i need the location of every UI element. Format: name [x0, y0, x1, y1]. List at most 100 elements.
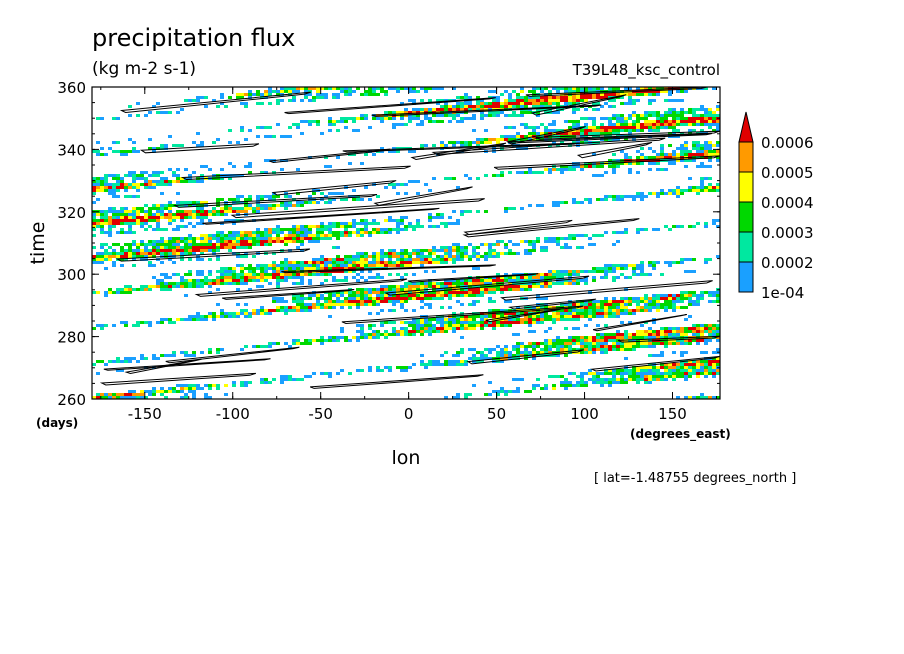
field-cell — [508, 390, 512, 393]
field-cell — [168, 216, 172, 219]
field-cell — [652, 297, 656, 300]
field-cell — [416, 249, 420, 252]
field-cell — [524, 252, 528, 255]
field-cell — [304, 267, 308, 270]
field-cell — [584, 309, 588, 312]
field-cell — [468, 117, 472, 120]
field-cell — [160, 213, 164, 216]
field-cell — [436, 318, 440, 321]
field-cell — [680, 144, 684, 147]
field-cell — [248, 231, 252, 234]
field-cell — [432, 258, 436, 261]
field-cell — [268, 342, 272, 345]
field-cell — [348, 195, 352, 198]
field-cell — [308, 339, 312, 342]
field-cell — [704, 258, 708, 261]
field-cell — [648, 126, 652, 129]
field-cell — [552, 345, 556, 348]
field-cell — [456, 321, 460, 324]
field-cell — [324, 267, 328, 270]
field-cell — [388, 231, 392, 234]
field-cell — [476, 138, 480, 141]
field-cell — [152, 216, 156, 219]
field-cell — [292, 240, 296, 243]
field-cell — [632, 273, 636, 276]
field-cell — [304, 309, 308, 312]
field-cell — [624, 120, 628, 123]
field-cell — [452, 330, 456, 333]
field-cell — [268, 312, 272, 315]
field-cell — [480, 288, 484, 291]
field-cell — [528, 330, 532, 333]
field-cell — [508, 171, 512, 174]
field-cell — [344, 93, 348, 96]
field-cell — [708, 327, 712, 330]
field-cell — [204, 237, 208, 240]
field-cell — [560, 246, 564, 249]
field-cell — [148, 225, 152, 228]
field-cell — [200, 279, 204, 282]
field-cell — [520, 285, 524, 288]
field-cell — [648, 303, 652, 306]
field-cell — [608, 159, 612, 162]
field-cell — [680, 330, 684, 333]
field-cell — [244, 240, 248, 243]
field-cell — [660, 120, 664, 123]
field-cell — [196, 273, 200, 276]
field-cell — [532, 129, 536, 132]
field-cell — [184, 279, 188, 282]
field-cell — [556, 282, 560, 285]
field-cell — [440, 222, 444, 225]
field-cell — [364, 297, 368, 300]
field-cell — [124, 216, 128, 219]
field-cell — [392, 321, 396, 324]
field-cell — [444, 177, 448, 180]
field-cell — [668, 144, 672, 147]
field-cell — [104, 183, 108, 186]
field-cell — [564, 384, 568, 387]
field-cell — [528, 111, 532, 114]
field-cell — [120, 213, 124, 216]
field-cell — [560, 270, 564, 273]
field-cell — [260, 378, 264, 381]
field-cell — [160, 390, 164, 393]
field-cell — [316, 90, 320, 93]
field-cell — [92, 180, 96, 183]
field-cell — [292, 378, 296, 381]
field-cell — [384, 297, 388, 300]
field-cell — [180, 237, 184, 240]
field-cell — [516, 243, 520, 246]
field-cell — [136, 255, 140, 258]
field-cell — [708, 177, 712, 180]
field-cell — [540, 249, 544, 252]
field-cell — [116, 288, 120, 291]
field-cell — [628, 99, 632, 102]
field-cell — [240, 237, 244, 240]
field-cell — [360, 252, 364, 255]
field-cell — [92, 177, 96, 180]
field-cell — [144, 228, 148, 231]
field-cell — [240, 207, 244, 210]
field-cell — [520, 105, 524, 108]
field-cell — [308, 264, 312, 267]
field-cell — [628, 132, 632, 135]
field-cell — [516, 306, 520, 309]
field-cell — [112, 324, 116, 327]
field-cell — [420, 258, 424, 261]
field-cell — [272, 195, 276, 198]
field-cell — [564, 270, 568, 273]
field-cell — [244, 207, 248, 210]
field-cell — [608, 309, 612, 312]
field-cell — [660, 375, 664, 378]
field-cell — [144, 396, 148, 399]
field-cell — [236, 93, 240, 96]
field-cell — [684, 378, 688, 381]
field-cell — [240, 312, 244, 315]
field-cell — [592, 165, 596, 168]
field-cell — [264, 231, 268, 234]
field-cell — [696, 366, 700, 369]
field-cell — [440, 288, 444, 291]
field-cell — [672, 111, 676, 114]
field-cell — [168, 318, 172, 321]
field-cell — [372, 90, 376, 93]
